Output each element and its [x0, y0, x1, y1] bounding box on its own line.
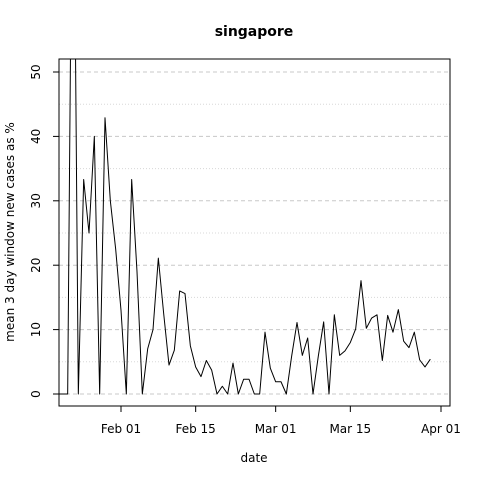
y-axis-label: mean 3 day window new cases as %: [3, 122, 17, 342]
y-tick-label: 20: [29, 258, 43, 273]
x-tick-label: Mar 15: [329, 422, 371, 436]
x-tick-label: Mar 01: [255, 422, 297, 436]
y-tick-label: 40: [29, 129, 43, 144]
y-tick-label: 10: [29, 322, 43, 337]
chart-title: singapore: [215, 24, 294, 40]
y-tick-label: 30: [29, 193, 43, 208]
series: [59, 59, 431, 395]
gridlines: [59, 71, 450, 395]
y-tick-label: 0: [29, 390, 43, 398]
x-axis-label: date: [240, 451, 267, 465]
axes: 0 10 20 30 40 50 Feb 01 Feb 15 Mar 01 Mar 15 Apr 0…: [29, 64, 461, 436]
y-tick-label: 50: [29, 64, 43, 79]
series-line: [59, 59, 431, 395]
x-tick-label: Apr 01: [421, 422, 461, 436]
x-tick-label: Feb 15: [175, 422, 215, 436]
x-tick-label: Feb 01: [101, 422, 141, 436]
